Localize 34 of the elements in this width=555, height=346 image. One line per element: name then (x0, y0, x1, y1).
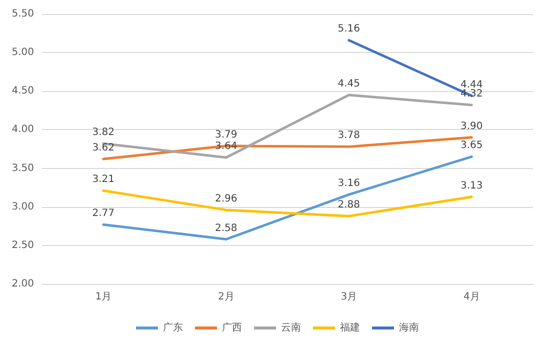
y-tick-label: 3.00 (12, 201, 34, 212)
data-label: 2.88 (338, 200, 360, 211)
data-label: 3.62 (92, 142, 115, 154)
data-label: 5.16 (338, 24, 360, 35)
y-tick-label: 4.50 (12, 86, 34, 97)
data-label: 3.82 (92, 127, 115, 138)
data-label: 2.96 (214, 193, 238, 204)
x-tick-label: 4月 (463, 292, 480, 302)
data-label: 3.65 (460, 140, 483, 152)
data-label: 2.58 (214, 222, 238, 234)
y-tick-label: 4.00 (12, 124, 34, 136)
x-tick-label: 1月 (95, 292, 112, 302)
y-tick-label: 5.50 (12, 8, 34, 20)
data-label: 3.79 (214, 129, 238, 140)
data-label: 3.90 (460, 120, 483, 132)
legend-label: 云南 (281, 322, 301, 334)
data-label: 4.45 (338, 78, 360, 90)
y-tick-label: 2.50 (12, 240, 34, 251)
y-tick-label: 3.50 (12, 162, 34, 174)
data-label: 2.77 (92, 208, 115, 220)
x-tick-label: 2月 (218, 292, 234, 302)
data-label: 3.21 (92, 174, 115, 186)
legend-label: 广西 (222, 322, 242, 334)
legend-label: 海南 (399, 322, 419, 334)
x-tick-label: 3月 (340, 292, 358, 302)
y-tick-label: 2.00 (12, 278, 34, 290)
data-label: 3.64 (214, 140, 238, 152)
data-label: 3.13 (460, 180, 483, 192)
y-tick-label: 5.00 (12, 47, 34, 58)
data-label: 4.44 (460, 79, 483, 90)
legend-label: 广东 (163, 322, 183, 334)
data-label: 3.78 (338, 130, 360, 142)
legend-label: 福建 (340, 322, 360, 334)
data-label: 3.16 (338, 178, 360, 190)
